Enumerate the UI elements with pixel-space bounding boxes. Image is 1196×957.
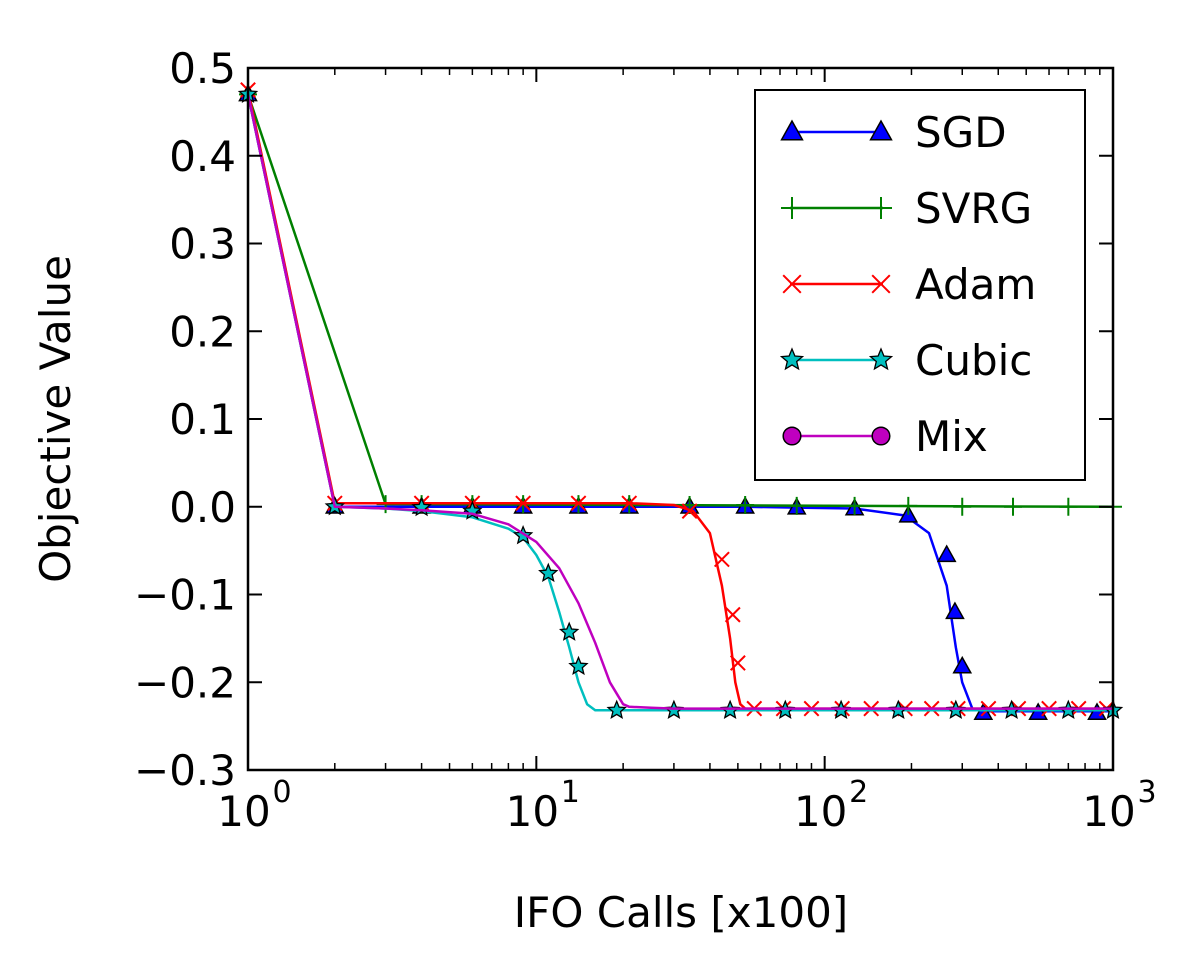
adam-marker: [729, 655, 746, 671]
cubic-marker: [538, 562, 559, 583]
sgd-marker: [945, 601, 965, 620]
sgd-marker: [973, 702, 994, 721]
series-mix: [246, 94, 1113, 710]
cubic-marker: [779, 347, 805, 371]
sgd-marker: [952, 655, 973, 674]
x-tick-label: 10: [217, 787, 270, 836]
y-tick-label: 0.4: [169, 132, 236, 181]
x-tick-label: 10: [1082, 787, 1135, 836]
x-tick-label: 10: [794, 787, 847, 836]
legend: SGD SVRG Adam Cubic Mix: [754, 89, 1086, 481]
legend-label: SVRG: [915, 184, 1032, 233]
y-tick-label: 0.3: [169, 220, 236, 269]
x-axis-label: IFO Calls [x100]: [514, 888, 848, 937]
adam-marker: [871, 274, 891, 294]
legend-entry-cubic: Cubic: [779, 336, 1032, 385]
series-line-adam: [246, 89, 1113, 710]
svrg-marker: [736, 495, 755, 514]
legend-label: Mix: [915, 412, 988, 461]
y-axis-label: Objective Value: [31, 255, 80, 583]
x-tick-label: 10: [506, 787, 559, 836]
svrg-marker: [1059, 497, 1078, 516]
cubic-marker: [558, 621, 580, 641]
mix-marker: [782, 426, 802, 446]
y-tick-label: 0.0: [169, 483, 236, 532]
adam-marker: [782, 274, 802, 294]
legend-entry-svrg: SVRG: [781, 184, 1032, 233]
svrg-marker: [781, 197, 803, 219]
adam-marker: [681, 503, 698, 520]
svrg-marker: [953, 497, 972, 516]
svrg-marker: [1004, 497, 1023, 516]
svrg-marker: [845, 496, 864, 515]
adam-marker: [515, 495, 532, 512]
y-tick-label: 0.2: [169, 307, 236, 356]
y-tick-label: 0.1: [169, 395, 236, 444]
svrg-marker: [899, 496, 918, 515]
y-tick-label: −0.2: [134, 658, 236, 707]
cubic-marker: [606, 699, 627, 719]
adam-marker: [570, 495, 587, 512]
legend-label: Cubic: [915, 336, 1032, 385]
y-tick-label: −0.1: [134, 571, 236, 620]
svrg-marker: [787, 496, 806, 515]
sgd-marker: [869, 119, 893, 141]
adam-marker: [713, 551, 730, 568]
legend-label: SGD: [915, 108, 1007, 157]
legend-label: Adam: [915, 260, 1036, 309]
cubic-marker: [568, 655, 589, 676]
cubic-marker: [868, 347, 894, 371]
x-tick-exponent: 0: [272, 775, 291, 810]
axes-layer: 0.50.40.30.20.10.0−0.1−0.2−0.310 0 10 1 10 2 1…: [134, 44, 1157, 836]
mix-marker: [871, 426, 891, 446]
adam-marker: [621, 495, 638, 512]
series-line-mix: [246, 94, 1113, 710]
legend-entry-sgd: SGD: [780, 108, 1007, 157]
sgd-marker: [1087, 702, 1107, 721]
svrg-marker: [870, 197, 892, 219]
x-tick-exponent: 2: [849, 775, 868, 810]
y-tick-label: −0.3: [134, 746, 236, 795]
sgd-marker: [780, 119, 804, 141]
x-tick-exponent: 1: [561, 775, 580, 810]
sgd-marker: [936, 544, 957, 563]
x-tick-exponent: 3: [1137, 775, 1156, 810]
adam-marker: [724, 606, 741, 623]
y-tick-label: 0.5: [169, 44, 236, 93]
legend-entry-mix: Mix: [782, 412, 988, 461]
legend-entry-adam: Adam: [782, 260, 1036, 309]
